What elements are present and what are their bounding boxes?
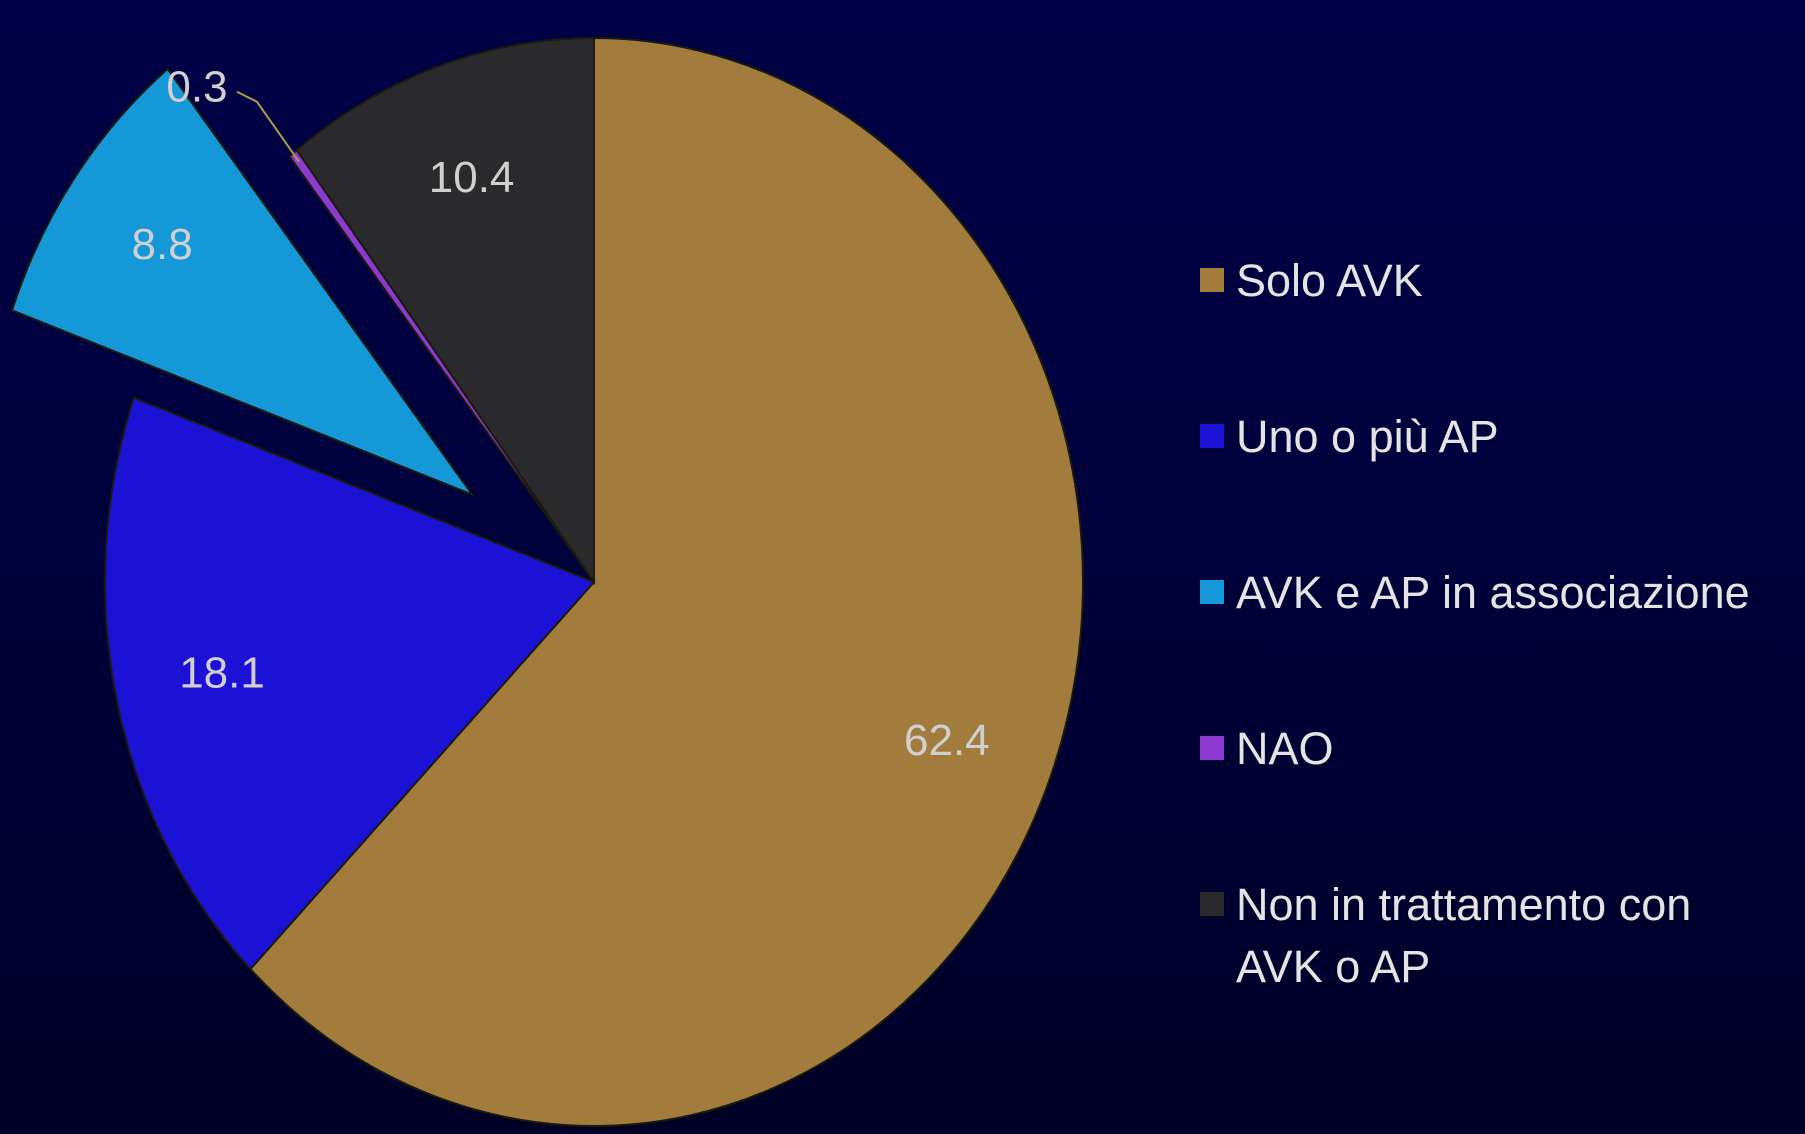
legend-swatch	[1200, 892, 1224, 916]
legend-swatch	[1200, 268, 1224, 292]
legend: Solo AVK Uno o più AP AVK e AP in associaz…	[1200, 250, 1800, 1030]
value-label: 8.8	[132, 220, 193, 269]
legend-swatch	[1200, 424, 1224, 448]
legend-label: NAO	[1236, 723, 1334, 774]
pie-slice	[10, 67, 475, 497]
value-label: 10.4	[429, 153, 515, 202]
legend-swatch	[1200, 736, 1224, 760]
legend-item: Uno o più AP	[1200, 406, 1800, 562]
legend-label: Non in trattamento con AVK o AP	[1236, 879, 1692, 992]
legend-label: Solo AVK	[1236, 255, 1423, 306]
value-label: 0.3	[166, 62, 227, 111]
pie-slice	[249, 36, 1084, 1127]
legend-label: AVK e AP in associazione	[1236, 567, 1750, 618]
value-label: 18.1	[179, 648, 265, 697]
leader-line	[236, 90, 300, 163]
value-label: 62.4	[904, 716, 990, 765]
pie-slice	[104, 396, 596, 971]
legend-item: NAO	[1200, 718, 1800, 874]
legend-item: Non in trattamento con AVK o AP	[1200, 874, 1800, 1030]
legend-swatch	[1200, 580, 1224, 604]
legend-item: AVK e AP in associazione	[1200, 562, 1800, 718]
legend-label: Uno o più AP	[1236, 411, 1499, 462]
pie-slice	[295, 36, 595, 586]
legend-item: Solo AVK	[1200, 250, 1800, 406]
